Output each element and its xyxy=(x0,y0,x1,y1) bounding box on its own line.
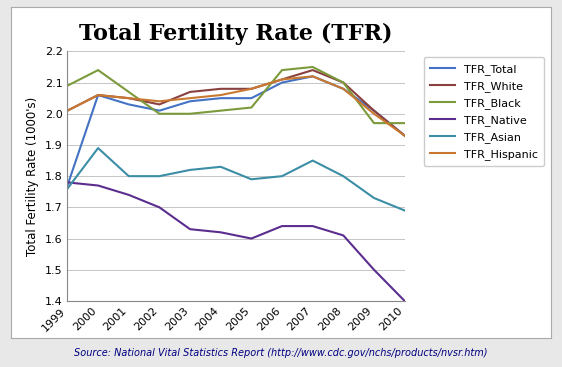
TFR_Hispanic xyxy=(401,133,408,138)
TFR_Asian xyxy=(248,177,255,181)
TFR_Black xyxy=(340,80,347,85)
TFR_Native xyxy=(156,205,163,210)
TFR_White xyxy=(217,87,224,91)
TFR_Asian xyxy=(279,174,285,178)
TFR_Black xyxy=(64,84,71,88)
TFR_Native xyxy=(279,224,285,228)
TFR_White xyxy=(309,68,316,72)
TFR_Black xyxy=(125,90,132,94)
TFR_Total xyxy=(279,80,285,85)
TFR_Total xyxy=(156,109,163,113)
TFR_Total xyxy=(401,133,408,138)
TFR_Total xyxy=(340,87,347,91)
TFR_Asian xyxy=(370,196,377,200)
TFR_White xyxy=(64,109,71,113)
Text: Source: National Vital Statistics Report (http://www.cdc.gov/nchs/products/nvsr.: Source: National Vital Statistics Report… xyxy=(74,348,488,358)
Legend: TFR_Total, TFR_White, TFR_Black, TFR_Native, TFR_Asian, TFR_Hispanic: TFR_Total, TFR_White, TFR_Black, TFR_Nat… xyxy=(424,57,545,166)
TFR_White xyxy=(95,93,102,97)
TFR_Hispanic xyxy=(187,96,193,101)
TFR_Native xyxy=(187,227,193,232)
TFR_Hispanic xyxy=(95,93,102,97)
TFR_Native xyxy=(95,184,102,188)
TFR_Total xyxy=(187,99,193,103)
TFR_White xyxy=(125,96,132,101)
TFR_Black xyxy=(370,121,377,126)
Line: TFR_White: TFR_White xyxy=(67,70,405,135)
TFR_Native xyxy=(64,180,71,185)
TFR_Asian xyxy=(340,174,347,178)
TFR_Hispanic xyxy=(64,109,71,113)
TFR_Total xyxy=(248,96,255,101)
TFR_Total xyxy=(370,109,377,113)
Title: Total Fertility Rate (TFR): Total Fertility Rate (TFR) xyxy=(79,23,393,45)
TFR_Black xyxy=(156,112,163,116)
TFR_Black xyxy=(309,65,316,69)
TFR_Hispanic xyxy=(248,87,255,91)
TFR_White xyxy=(340,80,347,85)
TFR_Black xyxy=(217,109,224,113)
TFR_Black xyxy=(248,105,255,110)
Y-axis label: Total Fertility Rate (1000's): Total Fertility Rate (1000's) xyxy=(26,97,39,256)
TFR_White xyxy=(187,90,193,94)
TFR_Hispanic xyxy=(156,99,163,103)
TFR_Native xyxy=(340,233,347,237)
TFR_Hispanic xyxy=(217,93,224,97)
TFR_Hispanic xyxy=(279,77,285,82)
TFR_Asian xyxy=(309,159,316,163)
TFR_Native xyxy=(248,236,255,241)
TFR_Black xyxy=(95,68,102,72)
TFR_Native xyxy=(125,193,132,197)
TFR_Total xyxy=(125,102,132,107)
TFR_Asian xyxy=(156,174,163,178)
TFR_Total xyxy=(217,96,224,101)
TFR_Asian xyxy=(125,174,132,178)
TFR_White xyxy=(248,87,255,91)
Line: TFR_Native: TFR_Native xyxy=(67,182,405,301)
TFR_Hispanic xyxy=(125,96,132,101)
TFR_Native xyxy=(370,268,377,272)
TFR_Total xyxy=(64,184,71,188)
TFR_Native xyxy=(217,230,224,235)
TFR_Black xyxy=(187,112,193,116)
TFR_White xyxy=(156,102,163,107)
TFR_Native xyxy=(401,299,408,303)
TFR_Native xyxy=(309,224,316,228)
Line: TFR_Asian: TFR_Asian xyxy=(67,148,405,211)
TFR_Hispanic xyxy=(309,74,316,79)
TFR_Asian xyxy=(64,186,71,191)
Line: TFR_Black: TFR_Black xyxy=(67,67,405,123)
TFR_Hispanic xyxy=(340,87,347,91)
TFR_White xyxy=(370,109,377,113)
Line: TFR_Hispanic: TFR_Hispanic xyxy=(67,76,405,135)
TFR_White xyxy=(401,133,408,138)
TFR_Asian xyxy=(217,164,224,169)
TFR_Hispanic xyxy=(370,112,377,116)
TFR_Total xyxy=(309,74,316,79)
TFR_Asian xyxy=(187,168,193,172)
TFR_Black xyxy=(279,68,285,72)
TFR_Black xyxy=(401,121,408,126)
TFR_Asian xyxy=(401,208,408,213)
TFR_Asian xyxy=(95,146,102,150)
TFR_White xyxy=(279,77,285,82)
TFR_Total xyxy=(95,93,102,97)
Line: TFR_Total: TFR_Total xyxy=(67,76,405,186)
